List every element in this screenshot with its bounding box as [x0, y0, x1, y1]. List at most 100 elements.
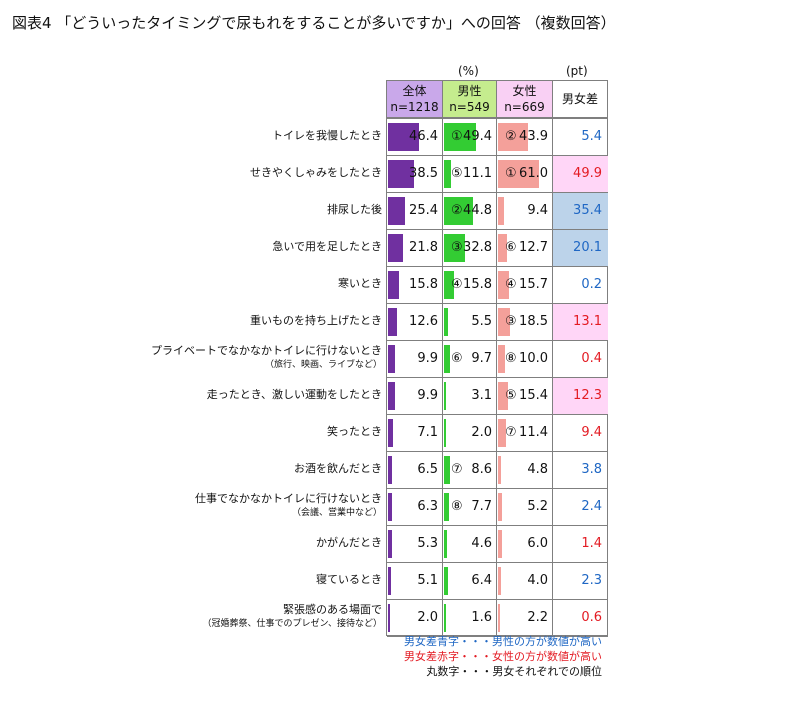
female-value: 12.7	[519, 240, 548, 255]
male-bar	[444, 123, 477, 151]
unit-percent-label: (%)	[458, 64, 479, 78]
male-value: 15.8	[463, 277, 492, 292]
diff-cell: 5.4	[553, 119, 608, 156]
row-label-text: トイレを我慢したとき	[272, 129, 382, 142]
header-all-label: 全体	[402, 84, 427, 98]
male-bar	[444, 197, 474, 225]
male-value: 1.6	[471, 610, 492, 625]
row-label-sub: （旅行、映画、ライブなど）	[264, 360, 382, 370]
female-rank: ②	[505, 129, 517, 144]
all-cell: 2.0	[387, 600, 443, 637]
row-label-text: 重いものを持ち上げたとき	[250, 314, 382, 327]
header-male: 男性 n=549	[442, 80, 496, 118]
diff-value: 13.1	[573, 314, 602, 329]
diff-value: 0.2	[581, 277, 602, 292]
row-label: 寝ているとき	[316, 573, 382, 587]
row-label-text: 仕事でなかなかトイレに行けないとき	[195, 492, 382, 505]
female-cell: ③ 18.5	[497, 304, 553, 341]
male-rank: ①	[451, 129, 463, 144]
male-cell: 2.0	[443, 415, 497, 452]
diff-cell: 2.3	[553, 563, 608, 600]
all-value: 38.5	[409, 166, 438, 181]
female-cell: ⑤ 15.4	[497, 378, 553, 415]
diff-value: 3.8	[581, 462, 602, 477]
female-cell: ② 43.9	[497, 119, 553, 156]
row-label: 走ったとき、激しい運動をしたとき	[207, 388, 382, 402]
female-value: 4.0	[527, 573, 548, 588]
all-value: 9.9	[417, 388, 438, 403]
header-all: 全体 n=1218	[386, 80, 442, 118]
all-bar	[388, 530, 392, 558]
row-label-text: 緊張感のある場面で	[283, 603, 382, 616]
male-value: 11.1	[463, 166, 492, 181]
female-value: 11.4	[519, 425, 548, 440]
diff-value: 20.1	[573, 240, 602, 255]
row-label-text: かがんだとき	[316, 536, 382, 549]
male-value: 9.7	[471, 351, 492, 366]
header-diff-label: 男女差	[561, 92, 598, 106]
all-cell: 6.3	[387, 489, 443, 526]
row-label-text: 走ったとき、激しい運動をしたとき	[206, 388, 382, 401]
male-cell: ⑤ 11.1	[443, 156, 497, 193]
male-cell: ③ 32.8	[443, 230, 497, 267]
female-bar	[498, 308, 511, 336]
diff-value: 5.4	[581, 129, 602, 144]
diff-cell: 0.2	[553, 267, 608, 304]
data-table: 46.4 ① 49.4 ② 43.9 5.4 38.5 ⑤ 11.1 ① 61.0 49.9 25.4 ②…	[386, 118, 608, 637]
all-cell: 9.9	[387, 378, 443, 415]
diff-cell: 35.4	[553, 193, 608, 230]
female-cell: ④ 15.7	[497, 267, 553, 304]
male-rank: ⑥	[451, 351, 463, 366]
all-bar	[388, 197, 406, 225]
female-value: 10.0	[519, 351, 548, 366]
female-bar	[498, 567, 501, 595]
female-bar	[498, 530, 503, 558]
male-bar	[444, 493, 449, 521]
diff-value: 2.3	[581, 573, 602, 588]
female-cell: 4.0	[497, 563, 553, 600]
female-cell: ① 61.0	[497, 156, 553, 193]
female-rank: ⑧	[505, 351, 517, 366]
all-value: 15.8	[409, 277, 438, 292]
female-bar	[498, 419, 506, 447]
all-bar	[388, 123, 420, 151]
male-value: 4.6	[471, 536, 492, 551]
male-bar	[444, 271, 455, 299]
female-bar	[498, 197, 505, 225]
all-bar	[388, 271, 399, 299]
male-cell: 5.5	[443, 304, 497, 341]
all-cell: 6.5	[387, 452, 443, 489]
row-label-text: お酒を飲んだとき	[294, 462, 382, 475]
male-cell: 6.4	[443, 563, 497, 600]
row-label-text: 排尿した後	[327, 203, 382, 216]
all-cell: 12.6	[387, 304, 443, 341]
male-value: 8.6	[471, 462, 492, 477]
female-rank: ④	[505, 277, 517, 292]
diff-value: 1.4	[581, 536, 602, 551]
all-bar	[388, 308, 397, 336]
row-label-sub: （会議、営業中など）	[291, 508, 382, 518]
all-cell: 9.9	[387, 341, 443, 378]
male-value: 49.4	[463, 129, 492, 144]
header-female-n: n=669	[504, 100, 545, 114]
all-bar	[388, 567, 392, 595]
female-cell: ⑧ 10.0	[497, 341, 553, 378]
diff-cell: 20.1	[553, 230, 608, 267]
male-bar	[444, 234, 466, 262]
female-rank: ①	[505, 166, 517, 181]
female-rank: ⑥	[505, 240, 517, 255]
diff-value: 0.4	[581, 351, 602, 366]
header-male-n: n=549	[449, 100, 490, 114]
female-cell: 2.2	[497, 600, 553, 637]
all-bar	[388, 345, 395, 373]
all-bar	[388, 493, 393, 521]
male-bar	[444, 419, 446, 447]
row-label: 排尿した後	[327, 203, 382, 217]
male-cell: 3.1	[443, 378, 497, 415]
male-bar	[444, 604, 446, 632]
male-cell: ④ 15.8	[443, 267, 497, 304]
all-value: 5.3	[417, 536, 438, 551]
row-label: お酒を飲んだとき	[294, 462, 382, 476]
female-bar	[498, 271, 509, 299]
male-bar	[444, 567, 449, 595]
